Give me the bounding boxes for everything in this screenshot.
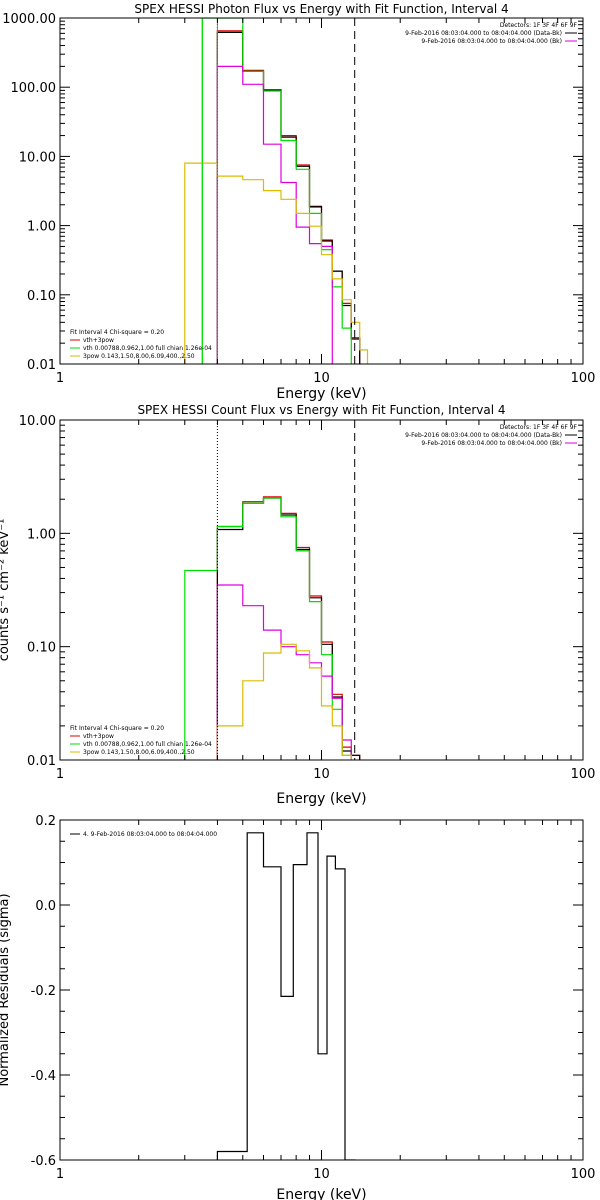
legend-header: Detectors: 1F 3F 4F 6F 9F	[500, 424, 578, 431]
series-group	[184, 18, 369, 364]
series-line-3	[184, 497, 352, 760]
plot-frame	[59, 419, 584, 761]
y-tick-label: 10.00	[19, 150, 56, 165]
chart-panel-3: Normalized Residuals (sigma) Energy (keV)…	[0, 814, 595, 1200]
y-tick-label: 0.2	[35, 814, 56, 829]
y-tick-label: 0.0	[35, 899, 56, 914]
x-axis-label: Energy (keV)	[276, 1187, 366, 1200]
chart-panel-2: SPEX HESSI Count Flux vs Energy with Fit…	[0, 403, 595, 807]
x-axis-label: Energy (keV)	[276, 386, 366, 402]
x-axis-label: Energy (keV)	[276, 791, 366, 807]
series-line-4	[216, 584, 352, 760]
legend-header: Detectors: 1F 3F 4F 6F 9F	[500, 22, 578, 29]
legend-entry: vth 0.00788,0.962,1.00 full chian 1.26e-…	[83, 345, 212, 352]
series-group	[184, 496, 361, 760]
legend-entry: 9-Feb-2016 08:03:04.000 to 08:04:04.000 …	[421, 440, 562, 447]
y-tick-label: 0.01	[27, 358, 56, 373]
legend-entry: 9-Feb-2016 08:03:04.000 to 08:04:04.000 …	[421, 38, 562, 45]
legend-header: Fit Interval 4 Chi-square = 0.20	[70, 725, 164, 732]
y-tick-label: 1.00	[27, 220, 56, 235]
legend-entry: vth+3pow	[83, 733, 114, 740]
legend-entry: 9-Feb-2016 08:03:04.000 to 08:04:04.000 …	[405, 432, 562, 439]
series-line-1	[216, 496, 361, 760]
y-tick-label: 10.00	[19, 414, 56, 429]
series-line-4	[216, 65, 333, 364]
legend-left: Fit Interval 4 Chi-square = 0.20vth+3pow…	[70, 725, 212, 756]
y-tick-label: 1000.00	[2, 12, 56, 27]
legend-entry: vth+3pow	[83, 337, 114, 344]
legend-entry: 4. 9-Feb-2016 08:03:04.000 to 08:04:04.0…	[83, 831, 217, 838]
x-tick-label: 1	[56, 767, 64, 782]
series-group	[216, 832, 356, 1160]
x-tick-label: 10	[313, 1167, 330, 1182]
legend-entry: 3pow 0.143,1.50,8.00,6.09,400.,2.50	[83, 353, 195, 360]
y-tick-label: 0.10	[27, 289, 56, 304]
legend-left: 4. 9-Feb-2016 08:03:04.000 to 08:04:04.0…	[70, 831, 217, 838]
y-axis-label: Normalized Residuals (sigma)	[0, 893, 12, 1086]
x-tick-label: 10	[313, 371, 330, 386]
x-tick-label: 100	[571, 371, 596, 386]
x-tick-label: 100	[571, 1167, 596, 1182]
y-tick-label: 0.10	[27, 641, 56, 656]
y-tick-label: 1.00	[27, 527, 56, 542]
series-line-2	[216, 31, 361, 364]
x-tick-label: 1	[56, 1167, 64, 1182]
x-tick-label: 100	[571, 767, 596, 782]
legend-header: Fit Interval 4 Chi-square = 0.20	[70, 329, 164, 336]
legend-right: Detectors: 1F 3F 4F 6F 9F9-Feb-2016 08:0…	[405, 424, 577, 447]
series-line-2	[216, 497, 361, 760]
y-tick-label: 100.00	[11, 81, 57, 96]
series-line-5	[216, 643, 352, 760]
y-axis-label: counts s⁻¹ cm⁻² keV⁻¹	[0, 519, 12, 662]
chart-title: SPEX HESSI Count Flux vs Energy with Fit…	[137, 403, 505, 417]
legend-entry: vth 0.00788,0.962,1.00 full chian 1.26e-…	[83, 741, 212, 748]
x-tick-label: 10	[313, 767, 330, 782]
legend-left: Fit Interval 4 Chi-square = 0.20vth+3pow…	[70, 329, 212, 360]
series-line-5	[184, 162, 369, 364]
plot-frame	[59, 17, 584, 365]
y-tick-label: 0.01	[27, 754, 56, 769]
y-tick-label: -0.6	[31, 1154, 56, 1169]
series-line-3	[201, 18, 352, 364]
series-line-1	[216, 30, 361, 364]
legend-entry: 3pow 0.143,1.50,8.00,6.09,400.,2.50	[83, 749, 195, 756]
plot-frame	[59, 819, 584, 1161]
chart-panel-1: SPEX HESSI Photon Flux vs Energy with Fi…	[2, 2, 595, 402]
chart-title: SPEX HESSI Photon Flux vs Energy with Fi…	[134, 2, 508, 16]
legend-entry: 9-Feb-2016 08:03:04.000 to 08:04:04.000 …	[405, 30, 562, 37]
y-tick-label: -0.4	[31, 1069, 56, 1084]
legend-right: Detectors: 1F 3F 4F 6F 9F9-Feb-2016 08:0…	[405, 22, 577, 45]
series-line-1	[216, 832, 356, 1160]
x-tick-label: 1	[56, 371, 64, 386]
y-tick-label: -0.2	[31, 984, 56, 999]
